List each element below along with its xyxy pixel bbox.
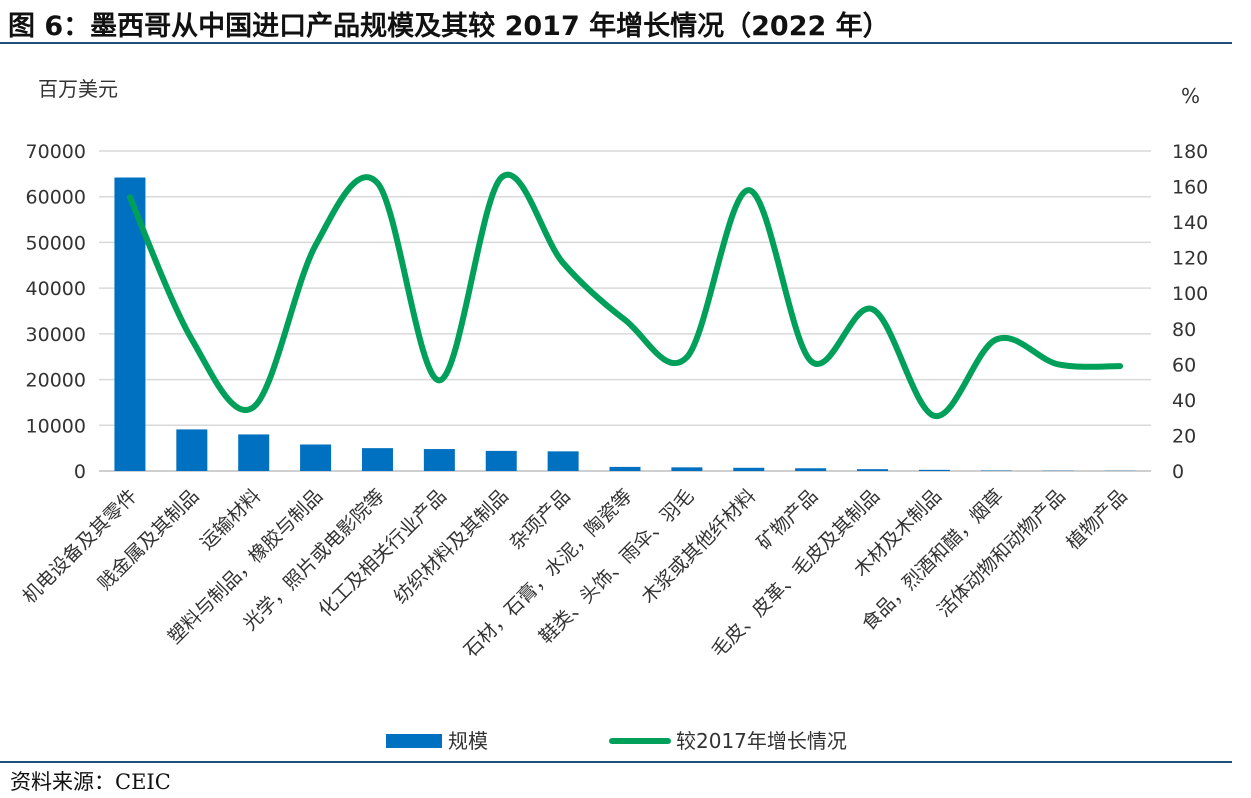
y-right-tick-label: 20 <box>1172 425 1196 447</box>
line-series-growth <box>126 171 1124 419</box>
y-right-tick-label: 140 <box>1172 212 1208 234</box>
y-right-tick-label: 120 <box>1172 248 1208 270</box>
growth-line <box>126 171 1124 419</box>
y-right-tick-label: 180 <box>1172 141 1208 163</box>
y-right-tick-label: 40 <box>1172 390 1196 412</box>
bar <box>795 468 827 471</box>
y-left-tick-label: 50000 <box>26 232 86 254</box>
legend-line-label: 较2017年增长情况 <box>676 729 847 753</box>
legend-bar-label: 规模 <box>448 729 488 753</box>
bar <box>733 467 765 471</box>
x-axis-categories: 机电设备及其零件贱金属及其制品运输材料塑料与制品，橡胶与制品光学，照片或电影院等… <box>18 484 1131 661</box>
y-left-tick-label: 30000 <box>26 324 86 346</box>
source-note: 资料来源：CEIC <box>10 770 171 794</box>
footer-rule <box>0 761 1232 763</box>
y-left-tick-label: 40000 <box>26 278 86 300</box>
bar <box>423 449 455 471</box>
y-right-tick-label: 80 <box>1172 319 1196 341</box>
y-right-tick-label: 100 <box>1172 283 1208 305</box>
y-right-tick-label: 0 <box>1172 461 1184 483</box>
figure-title: 图 6：墨西哥从中国进口产品规模及其较 2017 年增长情况（2022 年） <box>8 11 890 42</box>
x-category-label: 植物产品 <box>1062 485 1131 554</box>
y-axis-right: 0 20 40 60 80 100 120 140 160 180 <box>1172 141 1208 483</box>
x-category-label: 机电设备及其零件 <box>18 485 141 608</box>
bar-series-scale <box>114 177 1136 471</box>
y-left-unit: 百万美元 <box>38 77 118 101</box>
y-right-tick-label: 60 <box>1172 354 1196 376</box>
y-left-tick-label: 0 <box>74 461 86 483</box>
bar <box>671 467 703 471</box>
title-rule <box>0 42 1232 44</box>
y-right-unit: % <box>1181 84 1200 108</box>
bar <box>547 451 579 471</box>
bar <box>176 429 208 471</box>
x-category-label: 木浆或其他纤材料 <box>637 485 760 608</box>
y-axis-left: 0 10000 20000 30000 40000 50000 60000 70000 <box>26 141 86 483</box>
bar <box>238 434 270 471</box>
legend: 规模 较2017年增长情况 <box>386 729 847 753</box>
y-left-tick-label: 10000 <box>26 415 86 437</box>
y-left-tick-label: 60000 <box>26 187 86 209</box>
bar <box>485 450 517 471</box>
y-right-tick-label: 160 <box>1172 177 1208 199</box>
legend-bar-swatch <box>386 734 442 748</box>
gridlines <box>99 150 1151 472</box>
y-left-tick-label: 20000 <box>26 370 86 392</box>
bar <box>609 466 641 471</box>
bar <box>300 444 332 471</box>
bar <box>361 448 393 471</box>
bar <box>918 469 950 471</box>
bar <box>857 469 889 471</box>
x-category-label: 纺织材料及其制品 <box>390 485 513 608</box>
y-left-tick-label: 70000 <box>26 141 86 163</box>
